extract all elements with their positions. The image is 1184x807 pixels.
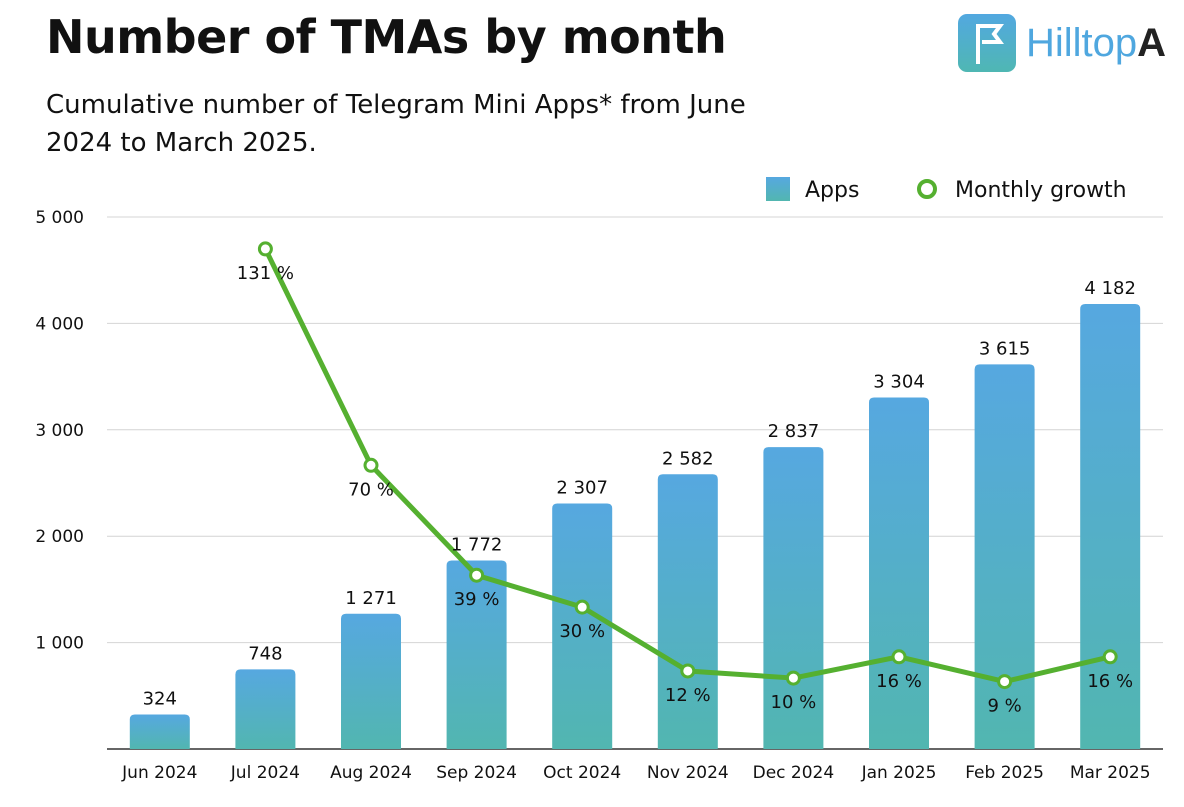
y-tick-label: 2 000 — [35, 527, 84, 547]
chart-subtitle: Cumulative number of Telegram Mini Apps*… — [46, 90, 746, 158]
bar-value-label: 2 307 — [556, 478, 608, 499]
bar-nov-2024 — [657, 474, 718, 749]
growth-point — [785, 670, 801, 686]
logo-wordmark: HilltopA — [1026, 20, 1167, 65]
chart-title: Number of TMAs by month — [46, 10, 727, 64]
growth-value-label: 12 % — [665, 685, 711, 706]
growth-value-label: 9 % — [987, 696, 1021, 717]
bar-value-label: 2 582 — [662, 448, 714, 469]
hilltop-logo: HilltopA — [958, 14, 1166, 72]
x-tick-label: Nov 2024 — [647, 763, 729, 783]
growth-point — [1102, 649, 1118, 665]
y-tick-label: 3 000 — [35, 421, 84, 441]
y-tick-label: 4 000 — [35, 314, 84, 334]
x-tick-label: Dec 2024 — [753, 763, 835, 783]
growth-point — [680, 663, 696, 679]
growth-value-label: 39 % — [454, 589, 500, 610]
legend-apps-swatch — [766, 177, 790, 201]
bar-value-label: 1 271 — [345, 588, 397, 609]
growth-point — [997, 674, 1013, 690]
bar-sep-2024 — [446, 560, 507, 749]
growth-point — [363, 457, 379, 473]
bar-value-label: 748 — [248, 643, 282, 664]
growth-point — [469, 567, 485, 583]
x-tick-label: Oct 2024 — [543, 763, 621, 783]
y-tick-label: 1 000 — [35, 634, 84, 654]
x-tick-label: Jun 2024 — [121, 763, 197, 783]
growth-value-label: 30 % — [559, 621, 605, 642]
bar-value-label: 2 837 — [768, 421, 820, 442]
bar-value-label: 324 — [143, 689, 177, 710]
growth-value-label: 16 % — [876, 671, 922, 692]
growth-value-label: 131 % — [237, 263, 294, 284]
y-tick-label: 5 000 — [35, 208, 84, 228]
bar-jan-2025 — [869, 397, 929, 749]
x-tick-label: Jul 2024 — [230, 763, 300, 783]
bar-feb-2025 — [974, 364, 1035, 749]
bar-oct-2024 — [552, 503, 613, 749]
legend-growth-label: Monthly growth — [955, 178, 1127, 203]
growth-value-label: 16 % — [1087, 671, 1133, 692]
legend: Apps Monthly growth — [766, 177, 1127, 203]
x-tick-label: Jan 2025 — [861, 763, 937, 783]
bar-jul-2024 — [235, 669, 296, 749]
bar-jun-2024 — [129, 714, 190, 749]
x-tick-label: Mar 2025 — [1070, 763, 1151, 783]
growth-point — [574, 599, 590, 615]
growth-point — [891, 649, 907, 665]
legend-apps-label: Apps — [805, 178, 859, 203]
x-tick-label: Aug 2024 — [330, 763, 412, 783]
legend-growth-marker — [917, 179, 937, 199]
growth-value-label: 10 % — [771, 692, 817, 713]
bar-aug-2024 — [341, 613, 401, 749]
growth-point — [257, 241, 273, 257]
flag-logo-icon — [958, 14, 1016, 72]
bar-value-label: 3 615 — [979, 338, 1031, 359]
bar-value-label: 1 772 — [451, 534, 503, 555]
growth-value-label: 70 % — [348, 479, 394, 500]
x-tick-label: Feb 2025 — [965, 763, 1044, 783]
bar-mar-2025 — [1080, 304, 1141, 749]
bar-value-label: 3 304 — [873, 371, 925, 392]
x-tick-label: Sep 2024 — [436, 763, 517, 783]
bar-value-label: 4 182 — [1084, 278, 1136, 299]
